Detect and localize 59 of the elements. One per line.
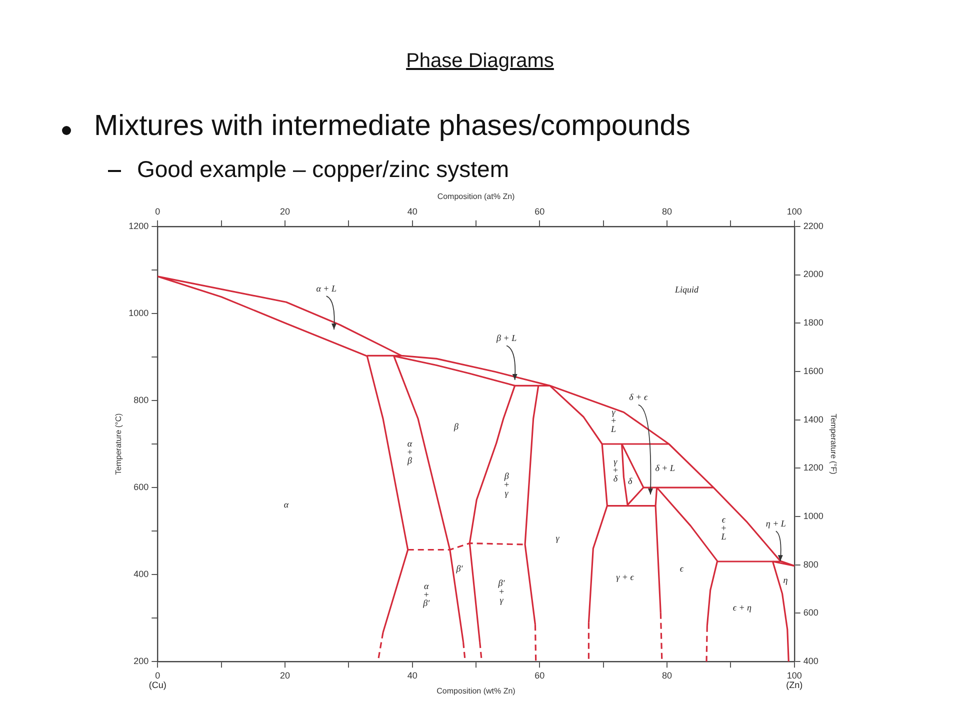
text: (Cu) (148, 680, 166, 690)
chart-title: Phase Diagrams (405, 50, 555, 73)
y-tick-label: 400 (134, 569, 149, 580)
annotation: α (284, 499, 289, 510)
annotation: ϵ (680, 564, 684, 574)
y-tick-label: 800 (134, 394, 149, 405)
y2-tick-label: 400 (803, 656, 818, 666)
x2-tick-label: 0 (155, 206, 160, 216)
annotation: β′ + γ (497, 578, 506, 605)
x2-tick-label: 60 (534, 206, 545, 216)
y2-axis-title: Temperature (°F) (828, 414, 838, 475)
annotation: γ + L (610, 407, 617, 434)
annotation: β′ (455, 564, 464, 574)
x-tick-label: 60 (534, 670, 545, 680)
x-tick-label: 20 (280, 670, 290, 680)
y-tick-label: 600 (134, 482, 149, 492)
y-tick-label: 200 (134, 656, 149, 666)
annotation: Liquid (674, 284, 700, 295)
y-tick-label: 1200 (128, 220, 149, 231)
annotation: ϵ + η (732, 602, 752, 612)
annotation: β + L (496, 333, 517, 344)
annotation: η + L (766, 518, 786, 528)
annotation: δ + L (655, 463, 675, 474)
y2-tick-label: 600 (803, 608, 818, 618)
annotation: α + β (406, 438, 413, 466)
annotation: β + γ (503, 471, 510, 498)
annotation: η (783, 575, 788, 586)
text: Good example – copper/zinc system (137, 156, 510, 183)
text: (Zn) (786, 680, 803, 690)
y-tick-label: 1000 (128, 308, 149, 318)
x-tick-label: 100 (786, 670, 802, 680)
x2-tick-label: 100 (786, 206, 802, 216)
annotation: δ (628, 476, 633, 486)
y2-tick-label: 1000 (803, 511, 824, 522)
annotation: γ + ϵ (616, 572, 634, 582)
y2-tick-label: 1800 (803, 318, 824, 328)
x-tick-label: 0 (155, 670, 160, 680)
y2-tick-label: 1600 (803, 366, 824, 376)
x2-tick-label: 20 (280, 206, 290, 216)
chart-subtitle: Mixtures with intermediate phases/compounds (94, 110, 690, 143)
x-axis-title: Composition (wt% Zn) (436, 686, 516, 696)
annotation: α + L (316, 283, 337, 294)
y2-tick-label: 1200 (803, 462, 824, 473)
annotation: γ + δ (612, 456, 618, 484)
y-axis-title: Temperature (°C) (114, 412, 124, 475)
y2-tick-label: 1400 (803, 414, 824, 424)
annotation: α + β′ (422, 580, 431, 608)
x2-tick-label: 80 (662, 206, 672, 216)
x-tick-label: 80 (662, 670, 672, 680)
annotation: ϵ + L (720, 514, 727, 542)
annotation: β (453, 421, 460, 432)
y2-tick-label: 2000 (803, 269, 824, 280)
y2-tick-label: 2200 (803, 220, 824, 231)
x2-tick-label: 40 (407, 206, 418, 216)
annotation: δ + ϵ (629, 392, 648, 402)
y2-tick-label: 800 (803, 559, 818, 570)
x-tick-label: 40 (407, 670, 418, 680)
x2-axis-title: Composition (at% Zn) (437, 192, 516, 202)
annotation: γ (556, 532, 560, 543)
